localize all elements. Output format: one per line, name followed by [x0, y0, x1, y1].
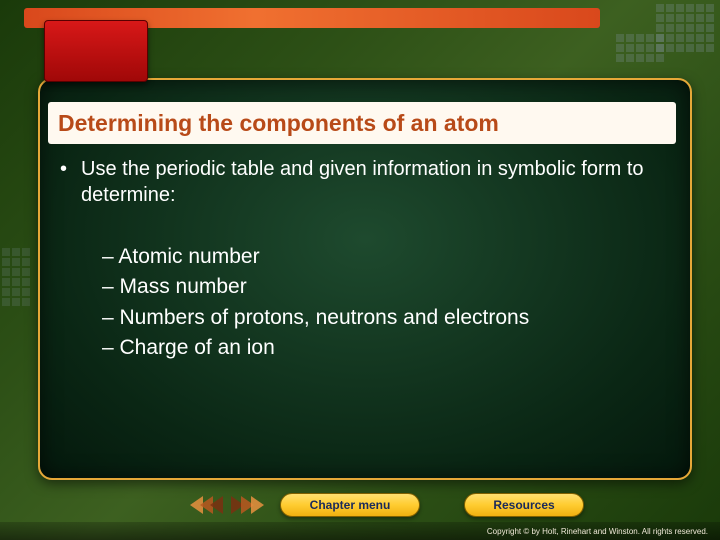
resources-label: Resources: [493, 498, 554, 512]
copyright-text: Copyright © by Holt, Rinehart and Winsto…: [487, 527, 708, 536]
title-strip: Determining the components of an atom: [48, 102, 676, 144]
header-red-tab: [44, 20, 148, 82]
slide-body: • Use the periodic table and given infor…: [60, 156, 660, 364]
chevron-right-icon: [251, 496, 264, 514]
decoration-grid-left: [2, 248, 30, 306]
bullet-marker: •: [60, 156, 67, 208]
bottom-nav: Chapter menu Resources: [0, 490, 720, 520]
main-bullet-text: Use the periodic table and given informa…: [81, 156, 660, 208]
list-item: – Charge of an ion: [102, 333, 660, 363]
sub-item-text: Atomic number: [118, 245, 259, 268]
decoration-grid-top-right-2: [616, 34, 664, 62]
main-bullet: • Use the periodic table and given infor…: [60, 156, 660, 208]
list-item: – Mass number: [102, 272, 660, 302]
decoration-grid-top-right: [656, 4, 714, 52]
chapter-menu-button[interactable]: Chapter menu: [280, 493, 420, 517]
chapter-menu-label: Chapter menu: [310, 498, 391, 512]
resources-button[interactable]: Resources: [464, 493, 584, 517]
list-item: – Atomic number: [102, 242, 660, 272]
sub-item-text: Numbers of protons, neutrons and electro…: [120, 306, 530, 329]
nav-arrows-prev[interactable]: [190, 496, 220, 514]
chevron-left-icon: [210, 496, 223, 514]
sub-bullet-list: – Atomic number – Mass number – Numbers …: [102, 242, 660, 364]
list-item: – Numbers of protons, neutrons and elect…: [102, 303, 660, 333]
nav-arrows-next[interactable]: [234, 496, 264, 514]
slide-title: Determining the components of an atom: [58, 110, 499, 137]
sub-item-text: Mass number: [120, 275, 247, 298]
sub-item-text: Charge of an ion: [120, 336, 275, 359]
